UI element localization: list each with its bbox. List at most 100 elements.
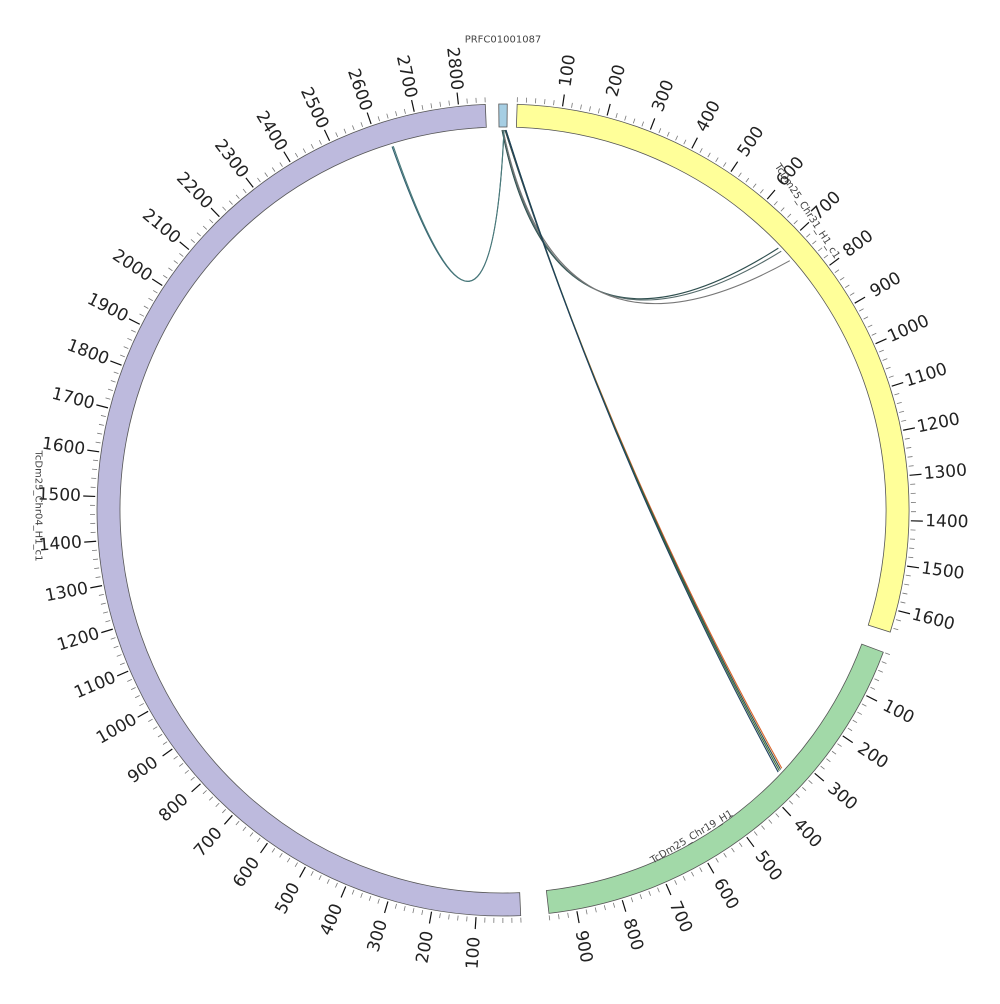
minor-tick-TcDm25_Chr31_H1_c1-640 — [781, 208, 784, 212]
tick-label-TcDm25_Chr04_H1_c1-2800: 2800 — [442, 46, 467, 91]
minor-tick-TcDm25_Chr04_H1_c1-660 — [243, 827, 246, 831]
minor-tick-TcDm25_Chr04_H1_c1-2140 — [197, 233, 201, 236]
ideogram-PRFC01001087 — [499, 104, 508, 127]
minor-tick-TcDm25_Chr31_H1_c1-1020 — [879, 350, 884, 352]
minor-tick-TcDm25_Chr31_H1_c1-520 — [738, 173, 741, 177]
minor-tick-TcDm25_Chr04_H1_c1-860 — [179, 763, 183, 766]
minor-tick-TcDm25_Chr19_H1-820 — [613, 903, 614, 908]
minor-tick-TcDm25_Chr04_H1_c1-1960 — [148, 298, 152, 301]
minor-tick-TcDm25_Chr19_H1-80 — [870, 687, 875, 689]
major-tick-TcDm25_Chr19_H1-300 — [815, 773, 824, 781]
tick-label-TcDm25_Chr31_H1_c1-1600: 1600 — [910, 605, 957, 635]
minor-tick-TcDm25_Chr04_H1_c1-2220 — [222, 207, 225, 211]
minor-tick-TcDm25_Chr04_H1_c1-2380 — [280, 162, 283, 166]
tick-label-TcDm25_Chr04_H1_c1-2400: 2400 — [252, 108, 292, 155]
minor-tick-TcDm25_Chr31_H1_c1-380 — [684, 140, 686, 144]
minor-tick-TcDm25_Chr19_H1-40 — [878, 670, 883, 672]
minor-tick-TcDm25_Chr04_H1_c1-1920 — [139, 314, 143, 316]
minor-tick-TcDm25_Chr04_H1_c1-1360 — [93, 559, 98, 560]
minor-tick-TcDm25_Chr04_H1_c1-820 — [191, 777, 195, 780]
major-tick-TcDm25_Chr04_H1_c1-1100 — [117, 671, 128, 676]
minor-tick-TcDm25_Chr04_H1_c1-2240 — [229, 201, 232, 205]
minor-tick-TcDm25_Chr04_H1_c1-2780 — [449, 101, 450, 106]
minor-tick-TcDm25_Chr04_H1_c1-2260 — [236, 195, 239, 199]
minor-tick-TcDm25_Chr31_H1_c1-780 — [824, 255, 828, 258]
minor-tick-TcDm25_Chr04_H1_c1-1740 — [108, 389, 113, 390]
minor-tick-TcDm25_Chr19_H1-540 — [732, 848, 735, 852]
minor-tick-TcDm25_Chr04_H1_c1-920 — [163, 742, 167, 745]
minor-tick-TcDm25_Chr31_H1_c1-180 — [598, 108, 599, 113]
major-tick-TcDm25_Chr31_H1_c1-900 — [855, 297, 865, 303]
minor-tick-TcDm25_Chr19_H1-880 — [586, 909, 587, 914]
minor-tick-TcDm25_Chr31_H1_c1-220 — [616, 113, 617, 118]
minor-tick-TcDm25_Chr04_H1_c1-2320 — [257, 178, 260, 182]
tick-label-TcDm25_Chr04_H1_c1-2200: 2200 — [172, 168, 216, 213]
minor-tick-TcDm25_Chr31_H1_c1-280 — [642, 122, 644, 127]
major-tick-TcDm25_Chr04_H1_c1-2800 — [457, 93, 458, 105]
major-tick-TcDm25_Chr04_H1_c1-1800 — [110, 361, 121, 365]
minor-tick-TcDm25_Chr31_H1_c1-80 — [554, 100, 555, 105]
minor-tick-TcDm25_Chr31_H1_c1-980 — [872, 333, 877, 335]
minor-tick-TcDm25_Chr04_H1_c1-2640 — [387, 114, 388, 119]
tick-label-TcDm25_Chr31_H1_c1-1200: 1200 — [915, 409, 961, 437]
major-tick-TcDm25_Chr19_H1-200 — [843, 736, 853, 743]
minor-tick-TcDm25_Chr19_H1-580 — [716, 858, 719, 862]
minor-tick-TcDm25_Chr31_H1_c1-440 — [708, 153, 711, 157]
link-7 — [506, 130, 779, 771]
minor-tick-TcDm25_Chr04_H1_c1-1720 — [106, 398, 111, 399]
minor-tick-TcDm25_Chr04_H1_c1-1940 — [144, 306, 148, 308]
minor-tick-TcDm25_Chr04_H1_c1-1220 — [105, 621, 110, 622]
minor-tick-TcDm25_Chr04_H1_c1-740 — [216, 803, 219, 807]
minor-tick-TcDm25_Chr04_H1_c1-1140 — [117, 655, 122, 657]
minor-tick-TcDm25_Chr04_H1_c1-2520 — [336, 132, 338, 137]
minor-tick-TcDm25_Chr31_H1_c1-720 — [806, 234, 810, 237]
tick-label-TcDm25_Chr31_H1_c1-1500: 1500 — [920, 558, 966, 584]
minor-tick-TcDm25_Chr04_H1_c1-1640 — [97, 433, 102, 434]
minor-tick-TcDm25_Chr31_H1_c1-880 — [850, 293, 854, 296]
minor-tick-TcDm25_Chr31_H1_c1-320 — [659, 128, 661, 133]
tick-label-TcDm25_Chr04_H1_c1-800: 800 — [155, 790, 192, 827]
tick-label-TcDm25_Chr04_H1_c1-1000: 1000 — [93, 710, 141, 749]
tick-label-TcDm25_Chr31_H1_c1-900: 900 — [867, 268, 905, 302]
tick-label-TcDm25_Chr31_H1_c1-1400: 1400 — [925, 511, 969, 532]
minor-tick-TcDm25_Chr31_H1_c1-420 — [700, 148, 702, 152]
minor-tick-TcDm25_Chr04_H1_c1-2720 — [422, 105, 423, 110]
minor-tick-TcDm25_Chr31_H1_c1-1280 — [909, 466, 914, 467]
major-tick-TcDm25_Chr19_H1-600 — [708, 863, 714, 873]
minor-tick-TcDm25_Chr19_H1-60 — [874, 679, 879, 681]
minor-tick-TcDm25_Chr31_H1_c1-1540 — [904, 584, 909, 585]
link-5 — [505, 130, 782, 768]
tick-label-TcDm25_Chr04_H1_c1-1100: 1100 — [71, 668, 119, 703]
minor-tick-TcDm25_Chr04_H1_c1-1020 — [139, 703, 143, 705]
minor-tick-TcDm25_Chr04_H1_c1-2580 — [361, 122, 363, 127]
minor-tick-TcDm25_Chr04_H1_c1-2480 — [319, 140, 321, 144]
major-tick-TcDm25_Chr04_H1_c1-200 — [429, 912, 431, 924]
minor-tick-TcDm25_Chr04_H1_c1-1860 — [127, 338, 132, 340]
major-tick-TcDm25_Chr19_H1-400 — [783, 807, 791, 816]
major-tick-TcDm25_Chr19_H1-100 — [866, 696, 877, 701]
major-tick-TcDm25_Chr19_H1-500 — [747, 837, 754, 847]
minor-tick-TcDm25_Chr19_H1-640 — [691, 872, 693, 876]
minor-tick-TcDm25_Chr19_H1-960 — [549, 915, 550, 920]
minor-tick-TcDm25_Chr04_H1_c1-240 — [413, 908, 414, 913]
major-tick-TcDm25_Chr04_H1_c1-700 — [224, 815, 232, 824]
major-tick-TcDm25_Chr31_H1_c1-200 — [607, 104, 610, 116]
minor-tick-TcDm25_Chr31_H1_c1-560 — [753, 184, 756, 188]
major-tick-TcDm25_Chr04_H1_c1-1900 — [129, 319, 140, 324]
minor-tick-TcDm25_Chr19_H1-860 — [595, 907, 596, 912]
major-tick-TcDm25_Chr04_H1_c1-2400 — [284, 152, 290, 162]
tick-label-TcDm25_Chr04_H1_c1-2100: 2100 — [138, 205, 184, 248]
major-tick-TcDm25_Chr31_H1_c1-100 — [563, 94, 565, 106]
minor-tick-TcDm25_Chr19_H1-360 — [796, 794, 800, 797]
minor-tick-TcDm25_Chr31_H1_c1-260 — [633, 119, 635, 124]
minor-tick-TcDm25_Chr04_H1_c1-1160 — [114, 646, 119, 648]
minor-tick-TcDm25_Chr31_H1_c1-480 — [723, 162, 726, 166]
minor-tick-TcDm25_Chr04_H1_c1-2620 — [378, 116, 380, 121]
minor-tick-TcDm25_Chr04_H1_c1-2540 — [344, 129, 346, 134]
minor-tick-TcDm25_Chr04_H1_c1-760 — [209, 797, 213, 801]
minor-tick-TcDm25_Chr04_H1_c1-580 — [272, 848, 275, 852]
tick-label-TcDm25_Chr19_H1-800: 800 — [619, 916, 648, 953]
minor-tick-TcDm25_Chr04_H1_c1-2160 — [203, 226, 207, 229]
minor-tick-TcDm25_Chr19_H1-620 — [700, 867, 702, 871]
